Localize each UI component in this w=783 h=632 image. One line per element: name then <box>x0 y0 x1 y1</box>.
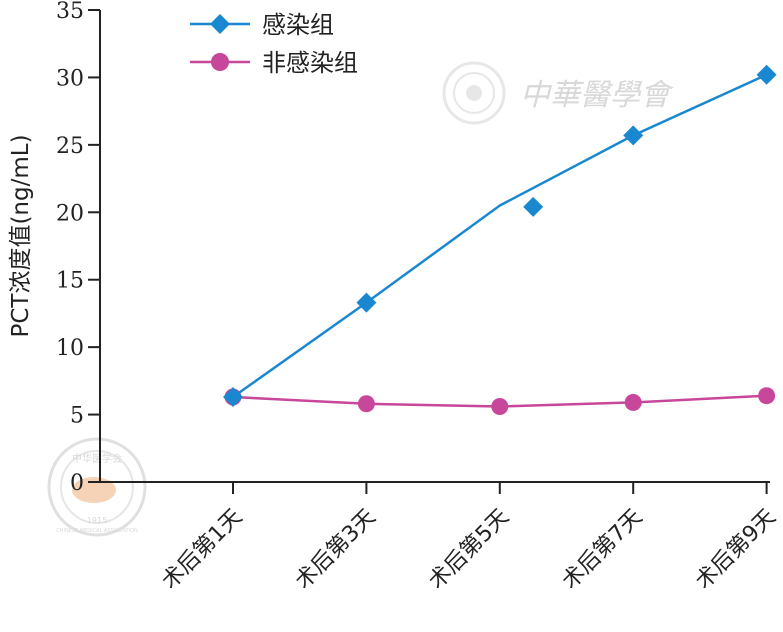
data-point <box>357 395 375 413</box>
data-point <box>758 387 776 405</box>
y-tick-label: 0 <box>70 471 84 496</box>
y-axis-label: PCT浓度值(ng/mL) <box>8 134 34 337</box>
series-diamond <box>223 64 777 408</box>
y-tick-label: 30 <box>56 66 84 91</box>
data-point <box>356 292 377 313</box>
y-tick-label: 35 <box>56 0 84 24</box>
seal-watermark-bottom: 中华医学会 1915 CHINESE MEDICAL ASSOCIATION <box>47 437 147 537</box>
y-tick-label: 15 <box>56 269 84 294</box>
y-tick-label: 5 <box>70 404 84 429</box>
x-tick-label: 术后第1天 <box>157 505 247 595</box>
data-point <box>623 125 644 146</box>
y-tick-label: 25 <box>56 134 84 159</box>
watermarks: 中華醫學會 中华医学会 1915 CHINESE MEDICAL ASSOCIA… <box>47 61 674 537</box>
series-circle <box>224 387 776 415</box>
y-tick-label: 20 <box>56 201 84 226</box>
x-tick-label: 术后第7天 <box>558 505 648 595</box>
data-point <box>223 387 243 408</box>
x-tick-label: 术后第5天 <box>424 505 514 595</box>
watermark-text: 中華醫學會 <box>520 78 674 113</box>
x-tick-label: 术后第9天 <box>691 505 781 595</box>
legend-entry: 非感染组 <box>190 49 358 77</box>
legend-label: 非感染组 <box>262 49 358 77</box>
x-tick-label: 术后第3天 <box>291 505 381 595</box>
seal-year: 1915 <box>87 516 107 525</box>
y-tick-label: 10 <box>56 336 84 361</box>
series-line <box>232 73 768 399</box>
seal-watermark-top <box>442 61 506 125</box>
data-point <box>756 64 777 85</box>
seal-text: 中华医学会 <box>72 452 122 465</box>
legend-entry: 感染组 <box>190 11 334 39</box>
data-point <box>523 196 544 217</box>
legend-label: 感染组 <box>262 11 334 39</box>
legend-marker <box>211 53 229 71</box>
series-layer <box>223 64 777 415</box>
data-point <box>624 393 642 411</box>
data-point <box>491 397 509 415</box>
seal-english: CHINESE MEDICAL ASSOCIATION <box>56 528 138 534</box>
legend-marker <box>210 14 230 34</box>
